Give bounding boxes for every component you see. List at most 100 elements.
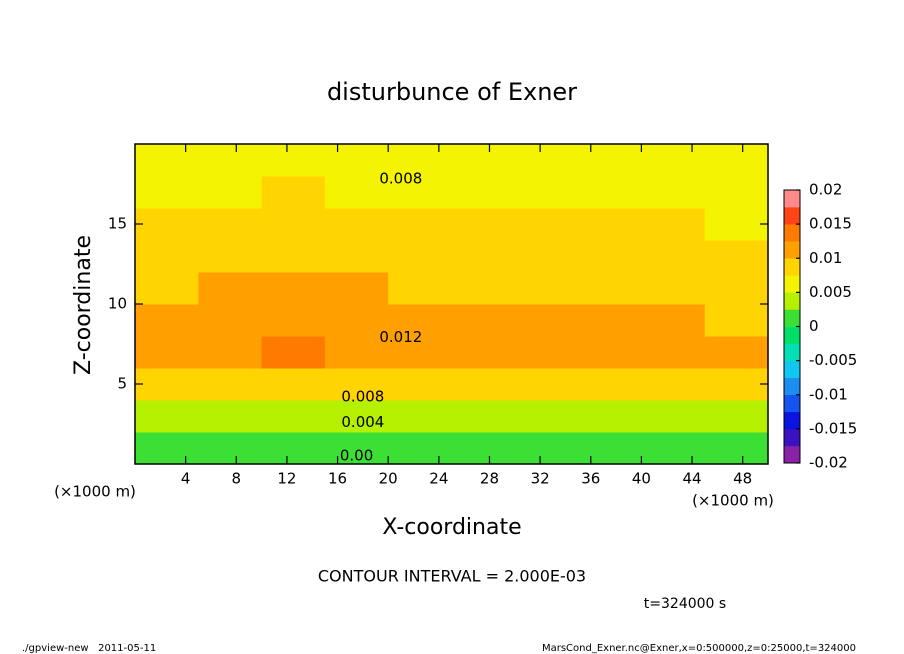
heat-cell <box>451 400 516 433</box>
x-tick-label: 48 <box>733 470 752 488</box>
heat-cell <box>324 400 389 433</box>
heat-cell <box>514 208 579 241</box>
heat-cell <box>261 304 326 337</box>
heat-cell <box>261 336 326 369</box>
heat-cell <box>135 240 199 273</box>
heat-cell <box>198 304 263 337</box>
heat-cell <box>388 176 452 209</box>
heat-cell <box>641 432 706 465</box>
heat-cell <box>514 240 579 273</box>
heat-cell <box>388 304 452 337</box>
colorbar-band <box>784 411 800 430</box>
heat-cell <box>704 176 769 209</box>
chart-title: disturbunce of Exner <box>327 78 577 106</box>
heat-cell <box>704 304 769 337</box>
x-tick-label: 24 <box>429 470 448 488</box>
colorbar-tick-label: 0.02 <box>809 181 842 199</box>
heat-cell <box>704 240 769 273</box>
x-tick-label: 32 <box>531 470 550 488</box>
heat-cell <box>324 368 389 401</box>
heat-cell <box>198 336 263 369</box>
colorbar-tick-label: -0.02 <box>809 454 848 472</box>
heat-cell <box>388 272 452 305</box>
heat-cell <box>641 144 706 177</box>
heat-cell <box>578 304 642 337</box>
heat-cell <box>578 176 642 209</box>
heat-cell <box>261 144 326 177</box>
heat-cell <box>324 240 389 273</box>
heat-cell <box>514 304 579 337</box>
y-tick-label: 15 <box>108 215 127 233</box>
heat-cell <box>578 432 642 465</box>
heat-cell <box>451 304 516 337</box>
heat-cell <box>641 176 706 209</box>
contour-label: 0.00 <box>340 447 373 465</box>
heat-cell <box>388 240 452 273</box>
heat-cell <box>198 144 263 177</box>
colorbar-tick-label: 0.01 <box>809 249 842 267</box>
heat-cell <box>198 240 263 273</box>
heat-cell <box>641 368 706 401</box>
heat-cell <box>578 400 642 433</box>
heat-cell <box>704 272 769 305</box>
y-tick-label: 10 <box>108 295 127 313</box>
x-tick-label: 16 <box>328 470 347 488</box>
heat-cell <box>324 176 389 209</box>
x-axis-label: X-coordinate <box>382 515 521 540</box>
colorbar-tick-label: 0 <box>809 317 819 335</box>
heat-cell <box>451 272 516 305</box>
heat-cell <box>514 336 579 369</box>
heat-cell <box>135 432 199 465</box>
heat-cell <box>198 272 263 305</box>
heat-cell <box>641 336 706 369</box>
heat-cell <box>261 368 326 401</box>
heat-cell <box>324 336 389 369</box>
x-tick-label: 40 <box>632 470 651 488</box>
heat-cell <box>514 272 579 305</box>
x-tick-label: 44 <box>682 470 701 488</box>
heat-cell <box>135 272 199 305</box>
heat-cell <box>198 432 263 465</box>
heat-cell <box>451 208 516 241</box>
colorbar-band <box>784 241 800 259</box>
heat-cell <box>388 368 452 401</box>
colorbar-band <box>784 292 800 310</box>
heat-cell <box>198 400 263 433</box>
colorbar-band <box>784 309 800 327</box>
x-tick-label: 20 <box>379 470 398 488</box>
heat-cell <box>261 208 326 241</box>
heat-cell <box>388 432 452 465</box>
time-label: t=324000 s <box>644 596 726 612</box>
heat-cell <box>388 144 452 177</box>
heat-cell <box>261 240 326 273</box>
heat-cell <box>514 144 579 177</box>
heat-cell <box>135 400 199 433</box>
heat-cell <box>198 176 263 209</box>
heat-cell <box>198 208 263 241</box>
x-tick-label: 4 <box>181 470 191 488</box>
heat-cell <box>324 144 389 177</box>
contour-label: 0.008 <box>341 387 384 405</box>
heat-cell <box>135 304 199 337</box>
heat-cell <box>388 336 452 369</box>
heat-cell <box>704 368 769 401</box>
contour-label: 0.012 <box>379 328 422 346</box>
heat-cell <box>261 400 326 433</box>
contour-label: 0.004 <box>341 413 384 431</box>
heat-cell <box>451 368 516 401</box>
heat-cell <box>135 208 199 241</box>
colorbar-band <box>784 207 800 225</box>
heat-cell <box>704 144 769 177</box>
colorbar-band <box>784 377 800 396</box>
heat-cell <box>578 208 642 241</box>
contour-label: 0.008 <box>379 170 422 188</box>
heat-cell <box>514 432 579 465</box>
colorbar-tick-label: -0.005 <box>809 351 857 369</box>
contour-interval: CONTOUR INTERVAL = 2.000E-03 <box>318 567 586 586</box>
heat-cell <box>135 368 199 401</box>
colorbar-band <box>784 224 800 242</box>
heat-cell <box>198 368 263 401</box>
colorbar-band <box>784 190 800 208</box>
heat-cell <box>578 368 642 401</box>
colorbar-tick-label: 0.005 <box>809 283 852 301</box>
